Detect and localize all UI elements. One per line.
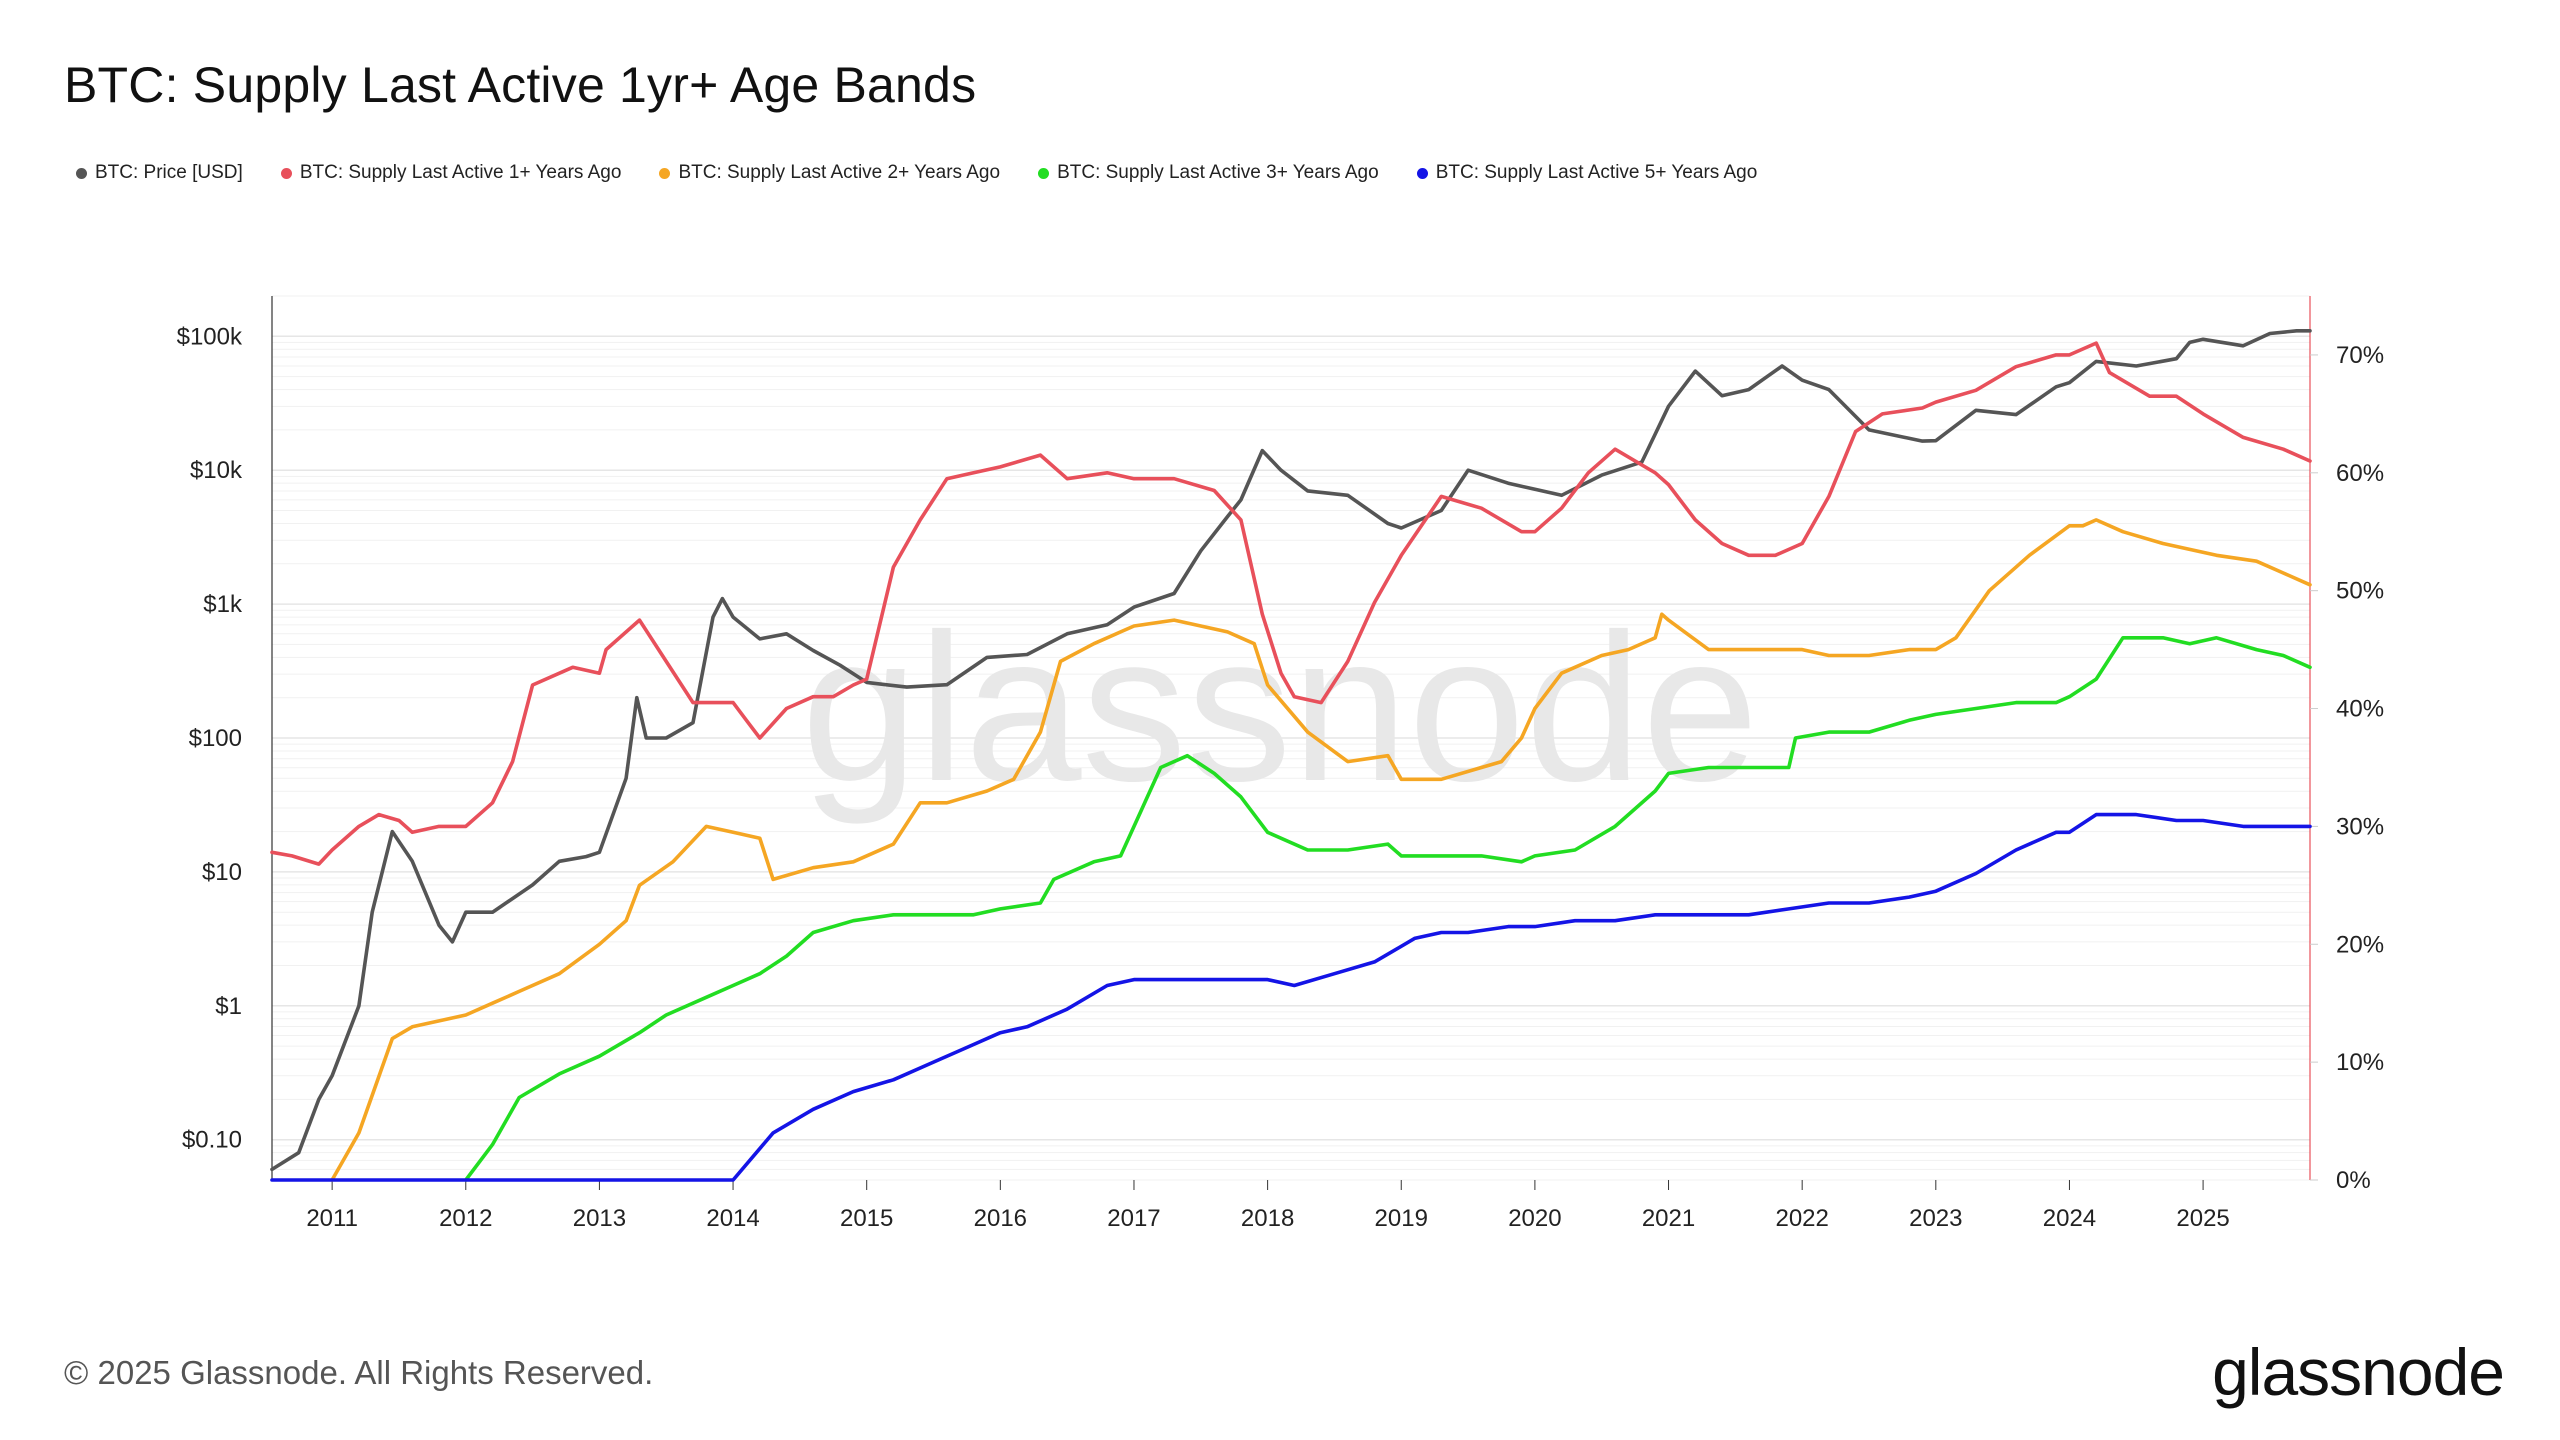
y-right-tick-label: 60% (2336, 460, 2384, 487)
legend-item-3y[interactable]: BTC: Supply Last Active 3+ Years Ago (1038, 162, 1379, 184)
legend-label-2y: BTC: Supply Last Active 2+ Years Ago (678, 162, 1001, 183)
series-line-3 (464, 636, 2312, 1182)
y-left-tick-label: $1k (203, 591, 243, 618)
x-tick-label: 2014 (706, 1205, 759, 1232)
legend-item-1y[interactable]: BTC: Supply Last Active 1+ Years Ago (280, 162, 622, 184)
x-tick-label: 2016 (974, 1205, 1027, 1232)
y-right-tick-label: 40% (2336, 696, 2384, 723)
series-line-1 (270, 341, 2312, 866)
legend-dot-3y (1038, 167, 1050, 179)
legend-label-3y: BTC: Supply Last Active 3+ Years Ago (1057, 162, 1379, 183)
copyright-footer: © 2025 Glassnode. All Rights Reserved. (64, 1354, 654, 1391)
legend-label-price: BTC: Price [USD] (95, 162, 243, 183)
x-tick-label: 2025 (2176, 1205, 2229, 1232)
grid-layer (272, 295, 2310, 1181)
x-tick-label: 2021 (1642, 1205, 1695, 1232)
x-tick-label: 2017 (1107, 1205, 1160, 1232)
legend-item-2y[interactable]: BTC: Supply Last Active 2+ Years Ago (659, 162, 1000, 184)
y-left-tick-label: $100 (189, 725, 242, 752)
x-tick-label: 2024 (2043, 1205, 2096, 1232)
y-left-tick-label: $10k (190, 457, 243, 484)
legend-dot-price (76, 167, 87, 179)
x-tick-label: 2023 (1909, 1205, 1962, 1232)
legend-dot-2y (659, 167, 671, 179)
chart-legend: BTC: Price [USD] BTC: Supply Last Active… (76, 162, 1795, 184)
series-line-0 (270, 329, 2312, 1172)
y-right-tick-label: 0% (2336, 1167, 2371, 1194)
x-tick-label: 2018 (1241, 1205, 1294, 1232)
y-right-tick-label: 50% (2336, 578, 2384, 605)
glassnode-logo[interactable]: glassnode (2212, 1335, 2505, 1409)
legend-item-5y[interactable]: BTC: Supply Last Active 5+ Years Ago (1416, 162, 1758, 184)
y-left-tick-label: $1 (215, 993, 242, 1020)
y-left-tick-label: $0.10 (182, 1127, 242, 1154)
x-tick-label: 2012 (439, 1205, 492, 1232)
x-tick-label: 2019 (1375, 1205, 1428, 1232)
y-right-tick-label: 10% (2336, 1049, 2384, 1076)
legend-label-5y: BTC: Supply Last Active 5+ Years Ago (1435, 162, 1758, 183)
legend-dot-1y (280, 167, 292, 179)
legend-label-1y: BTC: Supply Last Active 1+ Years Ago (299, 162, 622, 183)
y-left-tick-label: $100k (177, 323, 243, 350)
axis-layer: $0.10 $1 $10 $100 $1k $10k $100k 0% 10% 20% 30% 40%… (177, 296, 2384, 1232)
x-tick-label: 2013 (573, 1205, 626, 1232)
x-tick-label: 2020 (1508, 1205, 1561, 1232)
chart-title: BTC: Supply Last Active 1yr+ Age Bands (64, 57, 977, 113)
x-tick-label: 2015 (840, 1205, 893, 1232)
y-right-tick-label: 70% (2336, 342, 2384, 369)
legend-item-price[interactable]: BTC: Price [USD] (76, 162, 243, 184)
x-tick-label: 2011 (306, 1205, 358, 1232)
legend-dot-5y (1416, 167, 1428, 179)
y-right-tick-label: 30% (2336, 813, 2384, 840)
y-right-tick-label: 20% (2336, 931, 2384, 958)
series-line-4 (270, 812, 2312, 1182)
series-layer (270, 329, 2312, 1182)
series-line-2 (330, 518, 2312, 1182)
watermark: glassnode (801, 590, 1758, 825)
y-left-tick-label: $10 (202, 859, 242, 886)
x-tick-label: 2022 (1775, 1205, 1828, 1232)
